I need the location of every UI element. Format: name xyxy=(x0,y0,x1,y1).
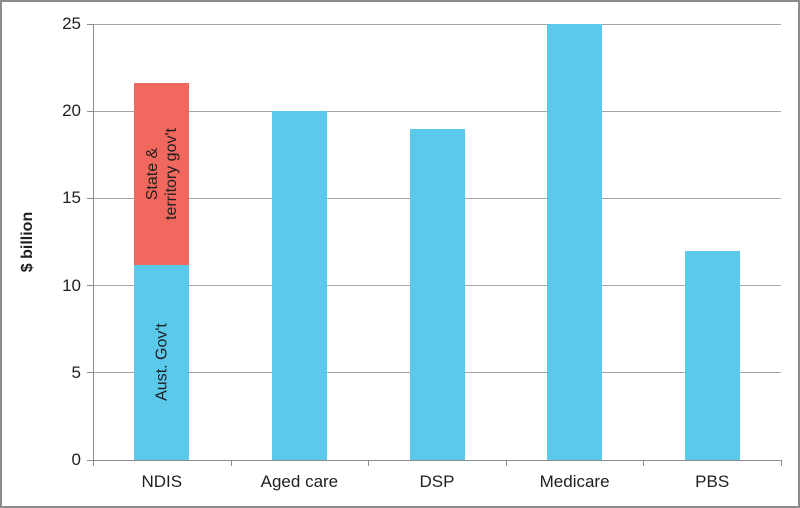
y-tick-label-0: 0 xyxy=(71,450,81,469)
x-tick-2 xyxy=(368,460,370,466)
bar-pbs-aust-gov-t xyxy=(684,250,740,460)
y-tick-label-5: 5 xyxy=(71,362,81,382)
y-tick-20 xyxy=(87,110,93,112)
gridline-20 xyxy=(93,110,781,112)
in-bar-label-state: State & territory gov't xyxy=(143,127,180,220)
bar-ndis-aust-gov-t xyxy=(134,264,190,460)
bar-dsp-aust-gov-t xyxy=(409,128,465,460)
x-tick-1 xyxy=(230,460,232,466)
x-axis-line xyxy=(93,459,781,461)
y-tick-0 xyxy=(87,459,93,461)
x-tick-4 xyxy=(643,460,645,466)
bar-medicare-aust-gov-t xyxy=(547,24,603,460)
y-tick-10 xyxy=(87,285,93,287)
bar-ndis-state-territory-gov-t xyxy=(134,83,190,265)
y-tick-label-15: 15 xyxy=(62,188,81,208)
x-tick-0 xyxy=(93,460,94,466)
y-tick-25 xyxy=(87,23,93,25)
category-label-aged-care: Aged care xyxy=(260,472,339,491)
y-tick-label-20: 20 xyxy=(62,101,81,121)
y-axis-line xyxy=(93,24,94,466)
gridline-25 xyxy=(93,23,781,25)
in-bar-label-aust-gov-t: Aust. Gov't xyxy=(153,323,171,402)
x-tick-5 xyxy=(781,460,782,466)
y-axis-title: $ billion xyxy=(19,211,36,273)
y-tick-15 xyxy=(87,197,93,199)
category-label-pbs: PBS xyxy=(695,472,730,491)
y-tick-label-25: 25 xyxy=(62,14,81,33)
bar-aged-care-aust-gov-t xyxy=(271,111,327,460)
category-label-dsp: DSP xyxy=(419,472,455,491)
category-label-medicare: Medicare xyxy=(539,472,610,491)
x-tick-3 xyxy=(505,460,507,466)
y-tick-label-10: 10 xyxy=(62,275,81,295)
y-tick-5 xyxy=(87,372,93,374)
category-label-ndis: NDIS xyxy=(141,472,183,491)
